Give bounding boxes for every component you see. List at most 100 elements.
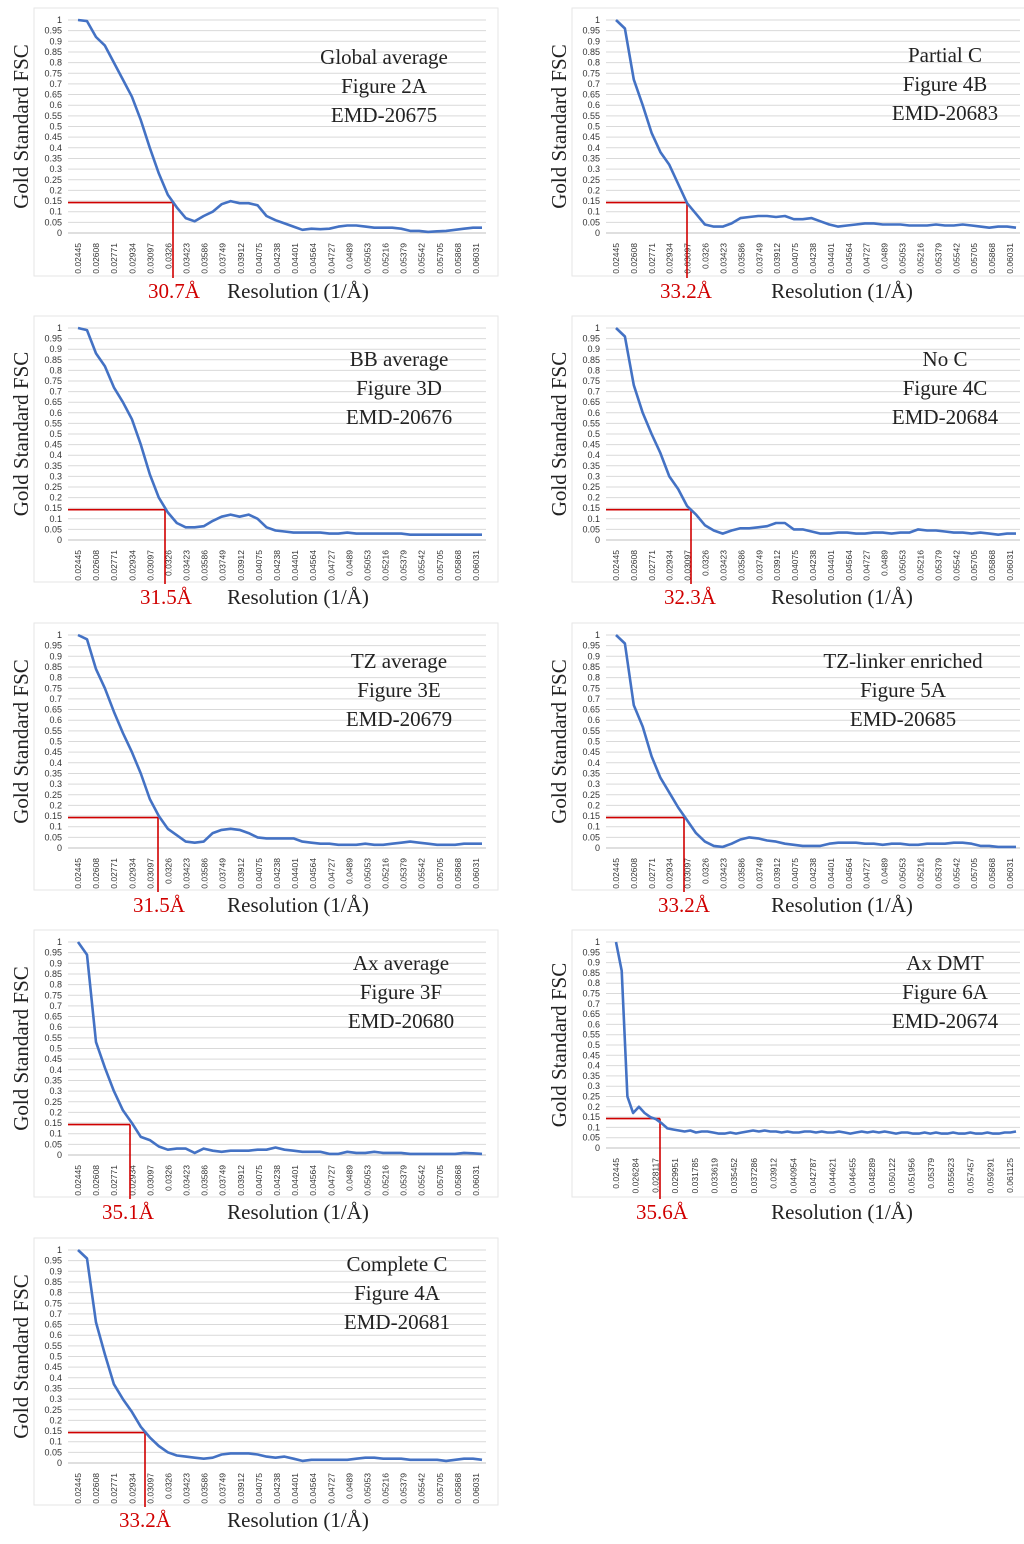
y-tick-label: 0.5 bbox=[587, 1040, 600, 1050]
y-tick-label: 1 bbox=[57, 937, 62, 947]
fsc-panel-4: 00.050.10.150.20.250.30.350.40.450.50.55… bbox=[547, 315, 1024, 609]
x-axis-label: Resolution (1/Å) bbox=[227, 1508, 369, 1532]
y-tick-label: 0.75 bbox=[582, 989, 600, 999]
y-tick-label: 0.65 bbox=[582, 397, 600, 407]
panel-annotation-line: EMD-20674 bbox=[892, 1009, 999, 1033]
y-tick-label: 0.4 bbox=[49, 758, 62, 768]
y-tick-label: 0.8 bbox=[49, 980, 62, 990]
x-tick-label: 0.05868 bbox=[453, 243, 463, 274]
y-tick-label: 0.95 bbox=[44, 334, 62, 344]
y-tick-label: 0.7 bbox=[587, 694, 600, 704]
x-axis-label: Resolution (1/Å) bbox=[227, 1200, 369, 1224]
y-axis-label: Gold Standard FSC bbox=[9, 1274, 33, 1439]
x-tick-label: 0.05542 bbox=[417, 858, 427, 889]
x-tick-label: 0.04238 bbox=[272, 858, 282, 889]
x-tick-label: 0.03912 bbox=[236, 1165, 246, 1196]
x-tick-label: 0.03097 bbox=[145, 858, 155, 889]
y-tick-label: 0.5 bbox=[49, 1044, 62, 1054]
y-tick-label: 0.15 bbox=[44, 811, 62, 821]
x-tick-label: 0.02445 bbox=[73, 1165, 83, 1196]
y-tick-label: 0 bbox=[595, 228, 600, 238]
fsc-curve bbox=[77, 633, 482, 847]
y-tick-label: 0.35 bbox=[582, 1071, 600, 1081]
x-tick-label: 0.059291 bbox=[985, 1158, 995, 1194]
y-tick-label: 0.7 bbox=[49, 1001, 62, 1011]
y-tick-label: 0.1 bbox=[587, 207, 600, 217]
y-tick-label: 0.45 bbox=[44, 1054, 62, 1064]
x-tick-label: 0.02608 bbox=[91, 1473, 101, 1504]
x-tick-label: 0.04075 bbox=[254, 1165, 264, 1196]
panel-frame bbox=[571, 929, 1024, 1198]
y-tick-label: 0.15 bbox=[582, 503, 600, 513]
y-tick-label: 0.75 bbox=[44, 1298, 62, 1308]
x-tick-label: 0.057457 bbox=[966, 1158, 976, 1194]
x-tick-label: 0.04238 bbox=[808, 243, 818, 274]
x-tick-label: 0.04238 bbox=[808, 550, 818, 581]
y-tick-label: 0.65 bbox=[44, 1320, 62, 1330]
x-tick-label: 0.04238 bbox=[272, 1473, 282, 1504]
y-tick-label: 0.3 bbox=[587, 164, 600, 174]
y-tick-label: 0.8 bbox=[587, 978, 600, 988]
x-tick-label: 0.02608 bbox=[91, 550, 101, 581]
y-tick-label: 0.8 bbox=[587, 673, 600, 683]
x-tick-label: 0.06031 bbox=[1005, 550, 1015, 581]
x-tick-label: 0.04238 bbox=[272, 243, 282, 274]
y-tick-label: 0.3 bbox=[49, 1394, 62, 1404]
x-tick-label: 0.035452 bbox=[729, 1158, 739, 1194]
y-tick-label: 0.1 bbox=[49, 514, 62, 524]
y-tick-label: 0.4 bbox=[49, 143, 62, 153]
x-tick-label: 0.02608 bbox=[91, 858, 101, 889]
x-tick-label: 0.05542 bbox=[951, 858, 961, 889]
y-tick-label: 0.15 bbox=[582, 196, 600, 206]
y-tick-label: 0.8 bbox=[49, 1288, 62, 1298]
panel-annotation-line: Ax average bbox=[353, 951, 449, 975]
y-axis-label: Gold Standard FSC bbox=[9, 44, 33, 209]
x-tick-label: 0.03097 bbox=[683, 858, 693, 889]
y-tick-label: 0.15 bbox=[44, 1426, 62, 1436]
x-tick-label: 0.03097 bbox=[145, 550, 155, 581]
x-tick-label: 0.04564 bbox=[844, 550, 854, 581]
y-tick-label: 0.55 bbox=[582, 1030, 600, 1040]
x-tick-label: 0.04238 bbox=[272, 1165, 282, 1196]
x-tick-label: 0.02608 bbox=[629, 243, 639, 274]
x-tick-label: 0.03749 bbox=[218, 1473, 228, 1504]
x-tick-label: 0.03912 bbox=[772, 550, 782, 581]
y-tick-label: 0.65 bbox=[582, 705, 600, 715]
x-tick-label: 0.02771 bbox=[109, 243, 119, 274]
x-tick-label: 0.03749 bbox=[218, 858, 228, 889]
y-tick-label: 0.6 bbox=[587, 408, 600, 418]
y-tick-label: 0.5 bbox=[587, 737, 600, 747]
y-tick-label: 0.6 bbox=[49, 715, 62, 725]
x-tick-label: 0.04727 bbox=[326, 858, 336, 889]
x-tick-label: 0.028117 bbox=[650, 1158, 660, 1193]
x-tick-label: 0.02445 bbox=[611, 858, 621, 889]
y-tick-label: 0 bbox=[57, 843, 62, 853]
x-tick-label: 0.02445 bbox=[611, 550, 621, 581]
y-tick-label: 0.1 bbox=[587, 822, 600, 832]
y-tick-label: 0.25 bbox=[44, 790, 62, 800]
y-tick-label: 0.8 bbox=[587, 58, 600, 68]
y-tick-label: 0.6 bbox=[587, 715, 600, 725]
x-tick-label: 0.03586 bbox=[200, 243, 210, 274]
y-tick-label: 0.85 bbox=[44, 969, 62, 979]
y-tick-label: 0.6 bbox=[49, 408, 62, 418]
y-tick-label: 0.4 bbox=[587, 758, 600, 768]
cutoff-resolution-label: 31.5Å bbox=[140, 585, 193, 609]
fsc-panel-7: 00.050.10.150.20.250.30.350.40.450.50.55… bbox=[9, 929, 499, 1224]
y-tick-label: 0.6 bbox=[49, 100, 62, 110]
x-tick-label: 0.05379 bbox=[399, 243, 409, 274]
x-tick-label: 0.02934 bbox=[127, 858, 137, 889]
x-tick-label: 0.03749 bbox=[754, 858, 764, 889]
x-axis-label: Resolution (1/Å) bbox=[771, 1200, 913, 1224]
panel-frame bbox=[571, 315, 1024, 583]
x-tick-label: 0.02934 bbox=[127, 1473, 137, 1504]
x-tick-label: 0.04564 bbox=[844, 243, 854, 274]
y-tick-label: 0.9 bbox=[587, 344, 600, 354]
y-tick-label: 0.25 bbox=[582, 482, 600, 492]
y-tick-label: 0.35 bbox=[582, 768, 600, 778]
y-tick-label: 0.35 bbox=[582, 461, 600, 471]
y-tick-label: 0.3 bbox=[49, 164, 62, 174]
y-tick-label: 0.35 bbox=[44, 1075, 62, 1085]
panel-annotation-line: EMD-20675 bbox=[331, 103, 437, 127]
y-tick-label: 0.85 bbox=[44, 1277, 62, 1287]
